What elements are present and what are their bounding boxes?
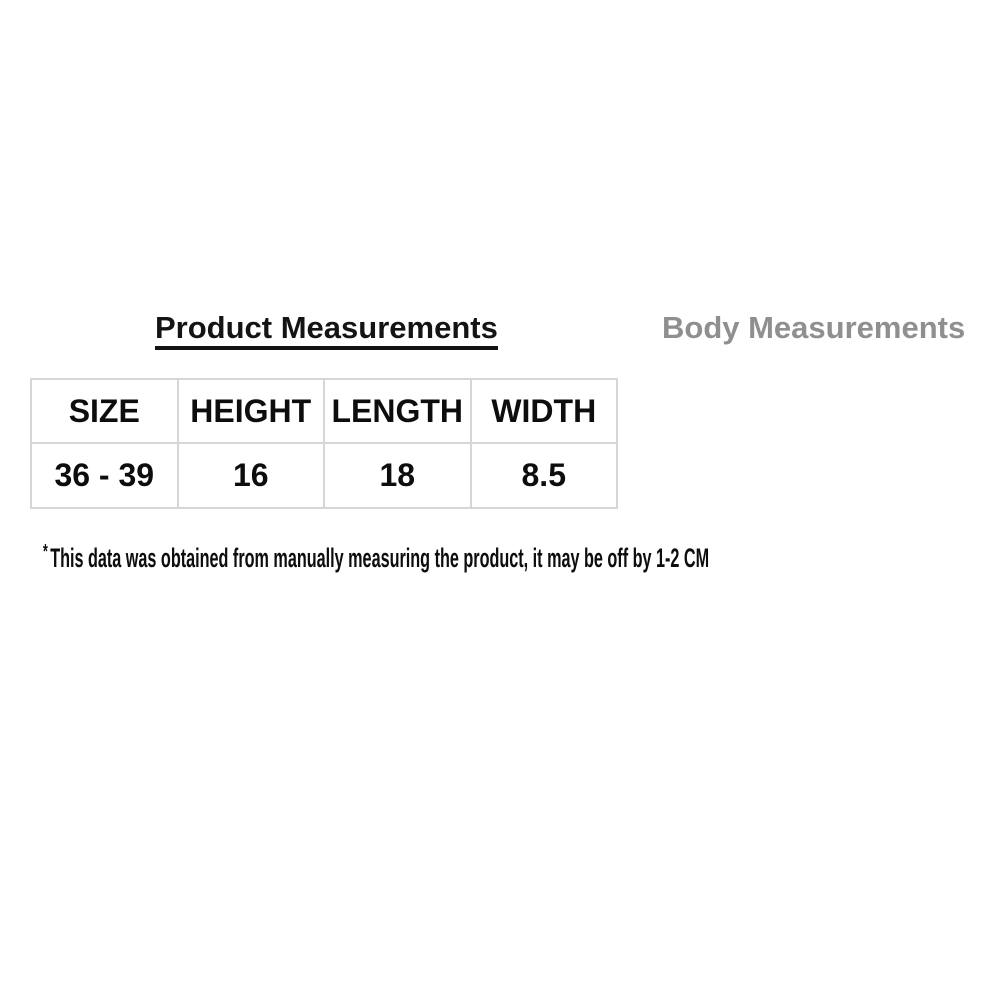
footnote-text: This data was obtained from manually mea…	[50, 543, 710, 573]
cell-height: 16	[176, 442, 325, 509]
measurements-table: SIZE HEIGHT LENGTH WIDTH 36 - 39 16 18 8…	[30, 378, 618, 509]
tab-product-measurements[interactable]: Product Measurements	[155, 312, 498, 350]
cell-length: 18	[323, 442, 472, 509]
table-header-row: SIZE HEIGHT LENGTH WIDTH	[30, 378, 618, 444]
column-header-width: WIDTH	[469, 378, 618, 444]
tab-body-measurements[interactable]: Body Measurements	[662, 310, 966, 345]
table-row: 36 - 39 16 18 8.5	[30, 442, 618, 509]
cell-width: 8.5	[469, 442, 618, 509]
cell-size: 36 - 39	[30, 442, 179, 509]
measurement-disclaimer: *This data was obtained from manually me…	[43, 539, 710, 574]
column-header-size: SIZE	[30, 378, 179, 444]
column-header-height: HEIGHT	[176, 378, 325, 444]
footnote-marker: *	[43, 539, 48, 563]
column-header-length: LENGTH	[323, 378, 472, 444]
